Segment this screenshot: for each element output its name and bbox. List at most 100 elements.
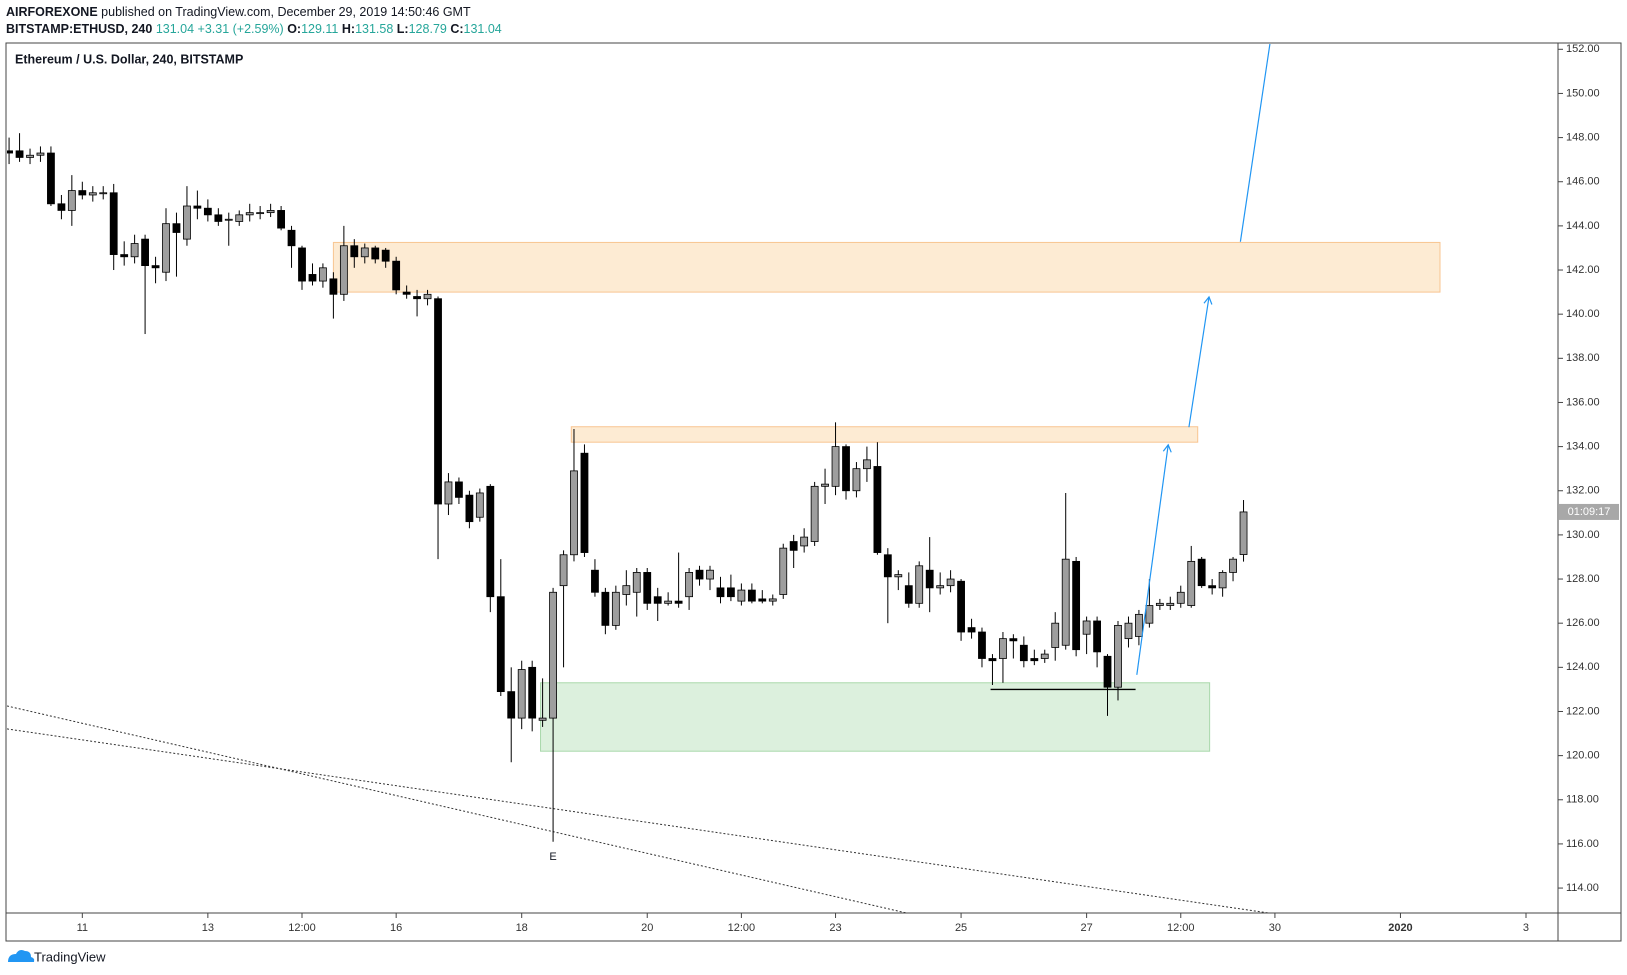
candle-down — [758, 598, 767, 602]
x-tick-label: 18 — [516, 922, 528, 934]
ohlc: O:129.11 H:131.58 L:128.79 C:131.04 — [287, 22, 502, 36]
candle-up — [664, 600, 673, 604]
candle-down — [925, 569, 934, 589]
candle-up — [1187, 560, 1196, 606]
candle-up — [821, 483, 829, 487]
candle-down — [298, 247, 306, 282]
candle-up — [768, 598, 777, 602]
candle-down — [904, 585, 913, 604]
trend-line — [7, 705, 907, 913]
publish-line: AIRFOREXONE published on TradingView.com… — [6, 5, 471, 19]
candle-up — [706, 569, 714, 580]
candle-up — [800, 536, 809, 547]
x-tick-label: 23 — [829, 922, 841, 934]
candle-up — [99, 192, 108, 195]
candle-up — [1061, 558, 1070, 646]
annotation: E — [549, 851, 556, 863]
author: AIRFOREXONE — [6, 5, 98, 19]
y-tick-label: 114.00 — [1566, 882, 1599, 894]
candle-up — [339, 245, 348, 295]
y-tick-label: 122.00 — [1566, 705, 1600, 717]
candle-down — [413, 296, 421, 300]
candle-down — [57, 203, 66, 211]
candle-up — [737, 589, 746, 602]
y-tick-label: 132.00 — [1566, 485, 1600, 497]
x-tick-label: 3 — [1523, 922, 1529, 934]
trend-line — [7, 728, 1269, 913]
candle-down — [109, 192, 118, 255]
candle-up — [915, 565, 924, 604]
candle-up — [162, 223, 170, 273]
candle-up — [852, 468, 861, 492]
y-tick-label: 134.00 — [1566, 441, 1600, 453]
candle-up — [611, 591, 620, 626]
ohlc-value: 129.11 — [301, 22, 339, 36]
price: 131.04 — [155, 22, 195, 36]
candle-up — [235, 214, 244, 222]
footer-logo: TradingView — [8, 949, 106, 964]
x-tick-label: 11 — [77, 922, 88, 934]
candle-down — [789, 541, 798, 551]
x-tick-label: 20 — [641, 922, 653, 934]
candle-up — [1166, 602, 1175, 606]
candle-up — [26, 154, 34, 158]
candle-down — [141, 238, 149, 267]
zone — [540, 682, 1211, 752]
candle-up — [475, 492, 484, 518]
candle-down — [601, 591, 610, 626]
candle-down — [716, 587, 725, 598]
candle-up — [183, 205, 191, 240]
candle-down — [7, 150, 13, 154]
ohlc-label: H: — [341, 22, 356, 36]
y-tick-label: 146.00 — [1566, 176, 1600, 188]
candle-down — [1009, 638, 1018, 642]
x-tick-label: 16 — [390, 922, 402, 934]
arrow — [1239, 44, 1271, 242]
candle-up — [245, 212, 254, 216]
candle-down — [203, 207, 212, 216]
candle-down — [329, 278, 338, 295]
candle-up — [863, 459, 871, 470]
candle-up — [1040, 653, 1049, 659]
candle-down — [350, 245, 359, 258]
candle-down — [957, 580, 965, 633]
y-tick-label: 138.00 — [1566, 352, 1600, 364]
candle-up — [685, 572, 694, 598]
x-tick-label: 30 — [1269, 922, 1281, 934]
chart-title: Ethereum / U.S. Dollar, 240, BITSTAMP — [15, 52, 243, 66]
candle-up — [423, 293, 432, 300]
candle-down — [371, 247, 380, 260]
x-tick-label: 2020 — [1388, 922, 1412, 934]
y-tick-label: 142.00 — [1566, 264, 1600, 276]
candle-up — [999, 638, 1007, 659]
candle-down — [486, 485, 495, 598]
ohlc-value: 131.04 — [463, 22, 502, 36]
candle-up — [444, 481, 453, 505]
x-tick-label: 12:00 — [1167, 922, 1195, 934]
candle-down — [392, 260, 401, 291]
y-tick-label: 136.00 — [1566, 396, 1600, 408]
change: +3.31 (+2.59%) — [197, 22, 284, 36]
candle-down — [455, 481, 463, 498]
candle-down — [727, 587, 735, 598]
candle-down — [580, 452, 589, 553]
y-tick-label: 126.00 — [1566, 617, 1600, 629]
candle-up — [632, 572, 641, 593]
x-tick-label: 12:00 — [288, 922, 316, 934]
candle-down — [151, 265, 160, 269]
candle-up — [319, 267, 327, 282]
candle-up — [1134, 613, 1143, 637]
candle-up — [559, 554, 568, 587]
candle-up — [67, 190, 76, 211]
candle-down — [402, 291, 411, 295]
candle-up — [946, 578, 955, 587]
candle-up — [1114, 624, 1122, 688]
candle-down — [591, 569, 599, 593]
candle-down — [496, 596, 505, 693]
candle-up — [1082, 620, 1091, 635]
candle-down — [695, 569, 704, 580]
x-tick-label: 13 — [202, 922, 214, 934]
arrow — [1188, 295, 1213, 428]
